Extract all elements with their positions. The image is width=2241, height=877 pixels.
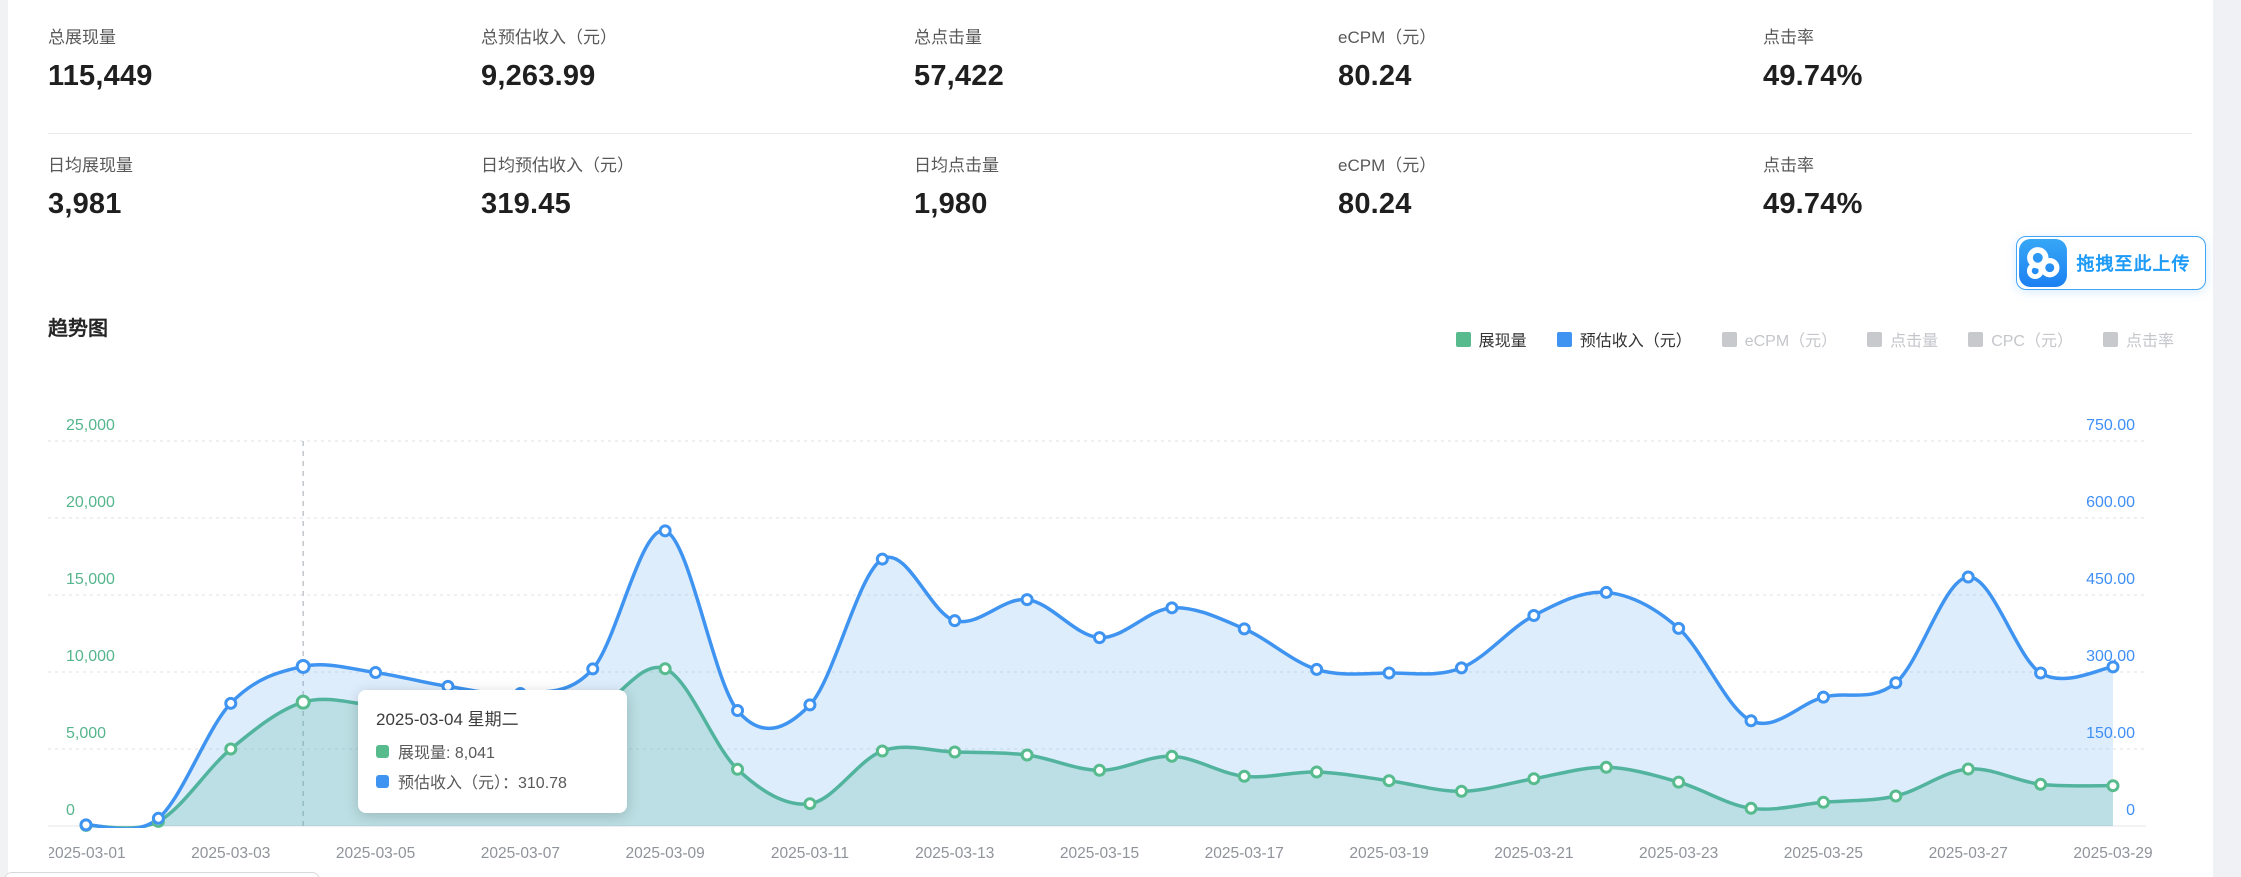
trend-chart-title: 趋势图 [48,318,108,340]
tooltip-swatch-blue [376,774,389,788]
tooltip-value: 展现量: 8,041 [398,745,495,762]
bottom-partial-panel [4,872,320,877]
stat-label: 日均展现量 [48,156,133,175]
legend-label: 展现量 [1478,333,1527,350]
chart-legend: 展现量 预估收入（元） eCPM（元） 点击量 CPC（元） 点击率 [1455,327,2174,351]
stat-label: 日均预估收入（元） [481,156,634,175]
svg-text:2025-03-09: 2025-03-09 [625,845,704,862]
tooltip-row-revenue: 预估收入（元）：310.78 [376,769,609,793]
svg-text:20,000: 20,000 [66,494,115,511]
legend-item-impressions[interactable]: 展现量 [1455,327,1527,351]
drag-upload-button[interactable]: 拖拽至此上传 [2016,236,2206,290]
stat-value: 319.45 [481,188,571,220]
stat-daily-clicks: 日均点击量 1,980 [914,154,1338,221]
stat-label: 点击率 [1763,28,1814,47]
chart-tooltip: 2025-03-04 星期二 展现量: 8,041 预估收入（元）：310.78 [358,690,627,813]
legend-label: 预估收入（元） [1579,333,1692,350]
legend-swatch-gray [1968,331,1984,347]
tooltip-value: 预估收入（元）：310.78 [398,775,567,792]
svg-text:2025-03-29: 2025-03-29 [2073,845,2152,862]
stat-label: 总展现量 [48,28,116,47]
svg-text:2025-03-07: 2025-03-07 [481,845,560,862]
svg-text:450.00: 450.00 [2086,571,2135,588]
stat-label: 日均点击量 [914,156,999,175]
svg-text:2025-03-15: 2025-03-15 [1060,845,1139,862]
stat-value: 49.74% [1763,188,1863,220]
baidu-netdisk-cloud-icon [2018,238,2068,288]
stat-total-impressions: 总展现量 115,449 [48,26,481,133]
stats-panel: 总展现量 115,449 总预估收入（元） 9,263.99 总点击量 57,4… [48,0,2192,221]
svg-text:2025-03-23: 2025-03-23 [1639,845,1718,862]
stat-total-ecpm: eCPM（元） 80.24 [1338,26,1763,133]
svg-text:0: 0 [2126,802,2135,819]
stat-label: eCPM（元） [1338,156,1437,175]
svg-text:150.00: 150.00 [2086,725,2135,742]
stat-total-ctr: 点击率 49.74% [1763,26,2192,133]
legend-label: eCPM（元） [1744,333,1838,350]
legend-label: 点击量 [1890,333,1939,350]
stat-daily-ctr: 点击率 49.74% [1763,154,2192,221]
svg-text:2025-03-21: 2025-03-21 [1494,845,1573,862]
stat-value: 57,422 [914,60,1004,92]
tooltip-swatch-green [376,744,389,758]
svg-text:2025-03-05: 2025-03-05 [336,845,415,862]
tooltip-row-impressions: 展现量: 8,041 [376,739,609,763]
tooltip-date: 2025-03-04 星期二 [376,710,519,729]
stat-value: 3,981 [48,188,122,220]
svg-text:2025-03-01: 2025-03-01 [46,845,125,862]
legend-swatch-blue [1556,331,1572,347]
scrollbar-track[interactable] [2213,0,2241,877]
legend-item-clicks[interactable]: 点击量 [1867,327,1938,351]
svg-text:10,000: 10,000 [66,648,115,665]
svg-text:2025-03-13: 2025-03-13 [915,845,994,862]
legend-label: CPC（元） [1991,333,2073,350]
svg-text:25,000: 25,000 [66,417,115,434]
svg-text:2025-03-17: 2025-03-17 [1205,845,1284,862]
stat-value: 115,449 [48,60,153,92]
legend-swatch-green [1455,331,1471,347]
upload-button-label: 拖拽至此上传 [2076,254,2191,274]
stat-value: 49.74% [1763,60,1863,92]
stat-daily-impressions: 日均展现量 3,981 [48,154,481,221]
stat-daily-revenue: 日均预估收入（元） 319.45 [481,154,914,221]
svg-text:750.00: 750.00 [2086,417,2135,434]
legend-item-ctr[interactable]: 点击率 [2102,327,2174,351]
stat-value: 9,263.99 [481,60,596,92]
svg-text:2025-03-27: 2025-03-27 [1929,845,2008,862]
stat-label: eCPM（元） [1338,28,1437,47]
svg-text:2025-03-19: 2025-03-19 [1349,845,1428,862]
svg-text:0: 0 [66,802,75,819]
svg-text:2025-03-25: 2025-03-25 [1784,845,1863,862]
svg-text:2025-03-11: 2025-03-11 [771,845,849,862]
legend-item-cpc[interactable]: CPC（元） [1968,327,2073,351]
stats-row-total: 总展现量 115,449 总预估收入（元） 9,263.99 总点击量 57,4… [48,0,2192,134]
svg-text:300.00: 300.00 [2086,648,2135,665]
legend-label: 点击率 [2125,333,2174,350]
stat-value: 80.24 [1338,188,1412,220]
legend-swatch-gray [1721,331,1737,347]
svg-text:5,000: 5,000 [66,725,106,742]
legend-swatch-gray [1867,331,1883,347]
stat-label: 点击率 [1763,156,1814,175]
svg-text:15,000: 15,000 [66,571,115,588]
page-left-gutter [0,0,8,877]
stat-label: 总预估收入（元） [481,28,617,47]
svg-text:2025-03-03: 2025-03-03 [191,845,270,862]
legend-swatch-gray [2102,331,2118,347]
stat-value: 1,980 [914,188,988,220]
stats-row-daily: 日均展现量 3,981 日均预估收入（元） 319.45 日均点击量 1,980… [48,134,2192,221]
stat-total-clicks: 总点击量 57,422 [914,26,1338,133]
legend-item-revenue[interactable]: 预估收入（元） [1556,327,1692,351]
legend-item-ecpm[interactable]: eCPM（元） [1721,327,1838,351]
stat-value: 80.24 [1338,60,1412,92]
svg-text:600.00: 600.00 [2086,494,2135,511]
stat-daily-ecpm: eCPM（元） 80.24 [1338,154,1763,221]
stat-label: 总点击量 [914,28,982,47]
stat-total-revenue: 总预估收入（元） 9,263.99 [481,26,914,133]
